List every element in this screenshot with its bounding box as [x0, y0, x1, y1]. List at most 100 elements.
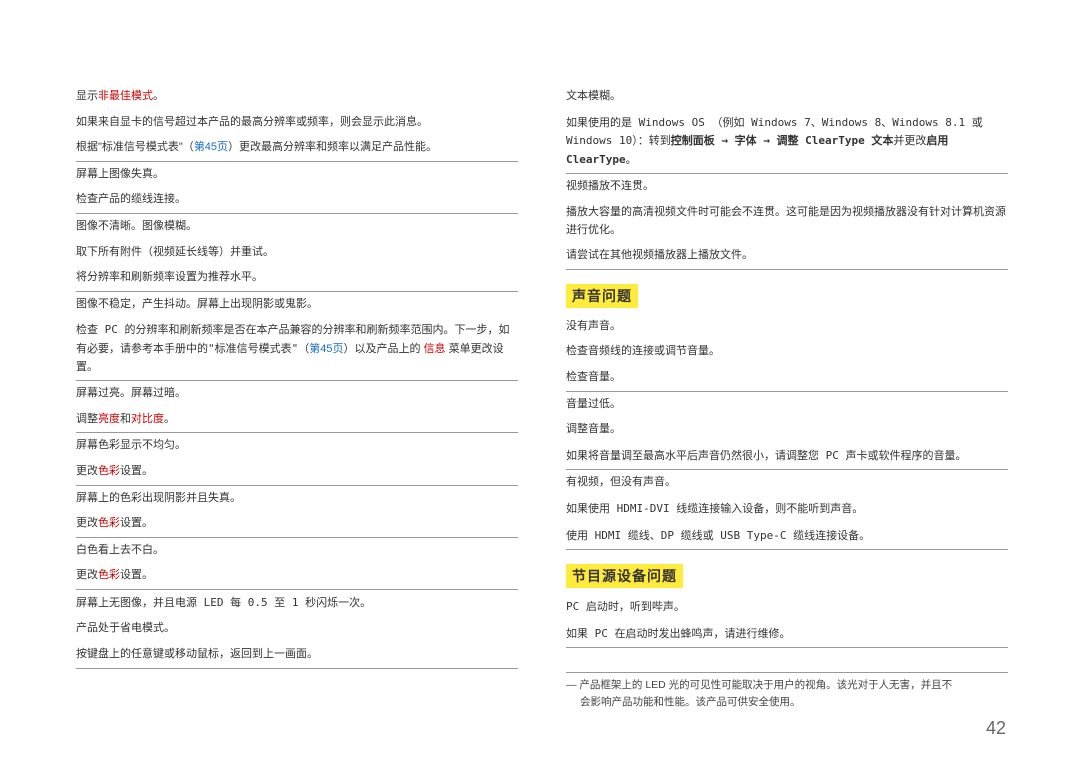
text-seg: 音量过低。	[566, 398, 621, 410]
text-seg: 白色看上去不白。	[76, 544, 164, 556]
text-seg: 视频播放不连贯。	[566, 180, 654, 192]
text-row: 播放大容量的高清视频文件时可能会不连贯。这可能是因为视频播放器没有针对计算机资源…	[566, 200, 1008, 243]
text-seg: 第45页	[194, 141, 228, 153]
text-row: 调整亮度和对比度。	[76, 407, 518, 434]
text-seg: 显示	[76, 90, 98, 102]
text-seg: 控制面板 → 字体 → 调整 ClearType 文本	[671, 134, 894, 147]
text-seg: ）以及产品上的	[344, 343, 424, 355]
text-row: 检查产品的缆线连接。	[76, 187, 518, 214]
text-seg: 屏幕色彩显示不均匀。	[76, 439, 186, 451]
left-column: 显示非最佳模式。如果来自显卡的信号超过本产品的最高分辨率或频率，则会显示此消息。…	[76, 84, 518, 711]
text-seg: 更改	[76, 517, 98, 529]
section-title-source: 节目源设备问题	[566, 564, 683, 588]
text-row: 屏幕上图像失真。	[76, 162, 518, 188]
text-row: 如果将音量调至最高水平后声音仍然很小，请调整您 PC 声卡或软件程序的音量。	[566, 443, 1008, 471]
text-seg: PC 启动时，听到哔声。	[566, 600, 685, 613]
text-seg: 更改	[76, 569, 98, 581]
text-row: 图像不清晰。图像模糊。	[76, 214, 518, 240]
text-seg: 调整音量。	[566, 423, 621, 435]
text-row: 有视频，但没有声音。	[566, 470, 1008, 496]
footnote: ― 产品框架上的 LED 光的可见性可能取决于用户的视角。该光对于人无害，并且不…	[566, 672, 1008, 711]
text-seg: 设置。	[120, 465, 153, 477]
text-row: 如果 PC 在启动时发出蜂鸣声，请进行维修。	[566, 621, 1008, 649]
text-row: 如果使用的是 Windows OS （例如 Windows 7、Windows …	[566, 110, 1008, 175]
text-seg: 如果使用 HDMI-DVI 线缆连接输入设备，则不能听到声音。	[566, 502, 863, 515]
text-row: 屏幕过亮。屏幕过暗。	[76, 381, 518, 407]
text-seg: 图像不清晰。图像模糊。	[76, 220, 197, 232]
text-seg: 按键盘上的任意键或移动鼠标，返回到上一画面。	[76, 648, 318, 660]
text-row: 音量过低。	[566, 392, 1008, 418]
text-seg: 屏幕上的色彩出现阴影并且失真。	[76, 492, 241, 504]
text-seg: 没有声音。	[566, 320, 621, 332]
text-seg: 色彩	[98, 517, 120, 529]
text-seg: 将分辨率和刷新频率设置为推荐水平。	[76, 271, 263, 283]
text-row: 如果来自显卡的信号超过本产品的最高分辨率或频率，则会显示此消息。	[76, 110, 518, 136]
text-seg: 。	[164, 413, 175, 425]
text-seg: 。	[153, 90, 164, 102]
text-row: 如果使用 HDMI-DVI 线缆连接输入设备，则不能听到声音。	[566, 496, 1008, 523]
text-seg: 产品处于省电模式。	[76, 622, 175, 634]
page-content: 显示非最佳模式。如果来自显卡的信号超过本产品的最高分辨率或频率，则会显示此消息。…	[0, 0, 1080, 741]
text-row: 更改色彩设置。	[76, 459, 518, 486]
text-row: 检查 PC 的分辨率和刷新频率是否在本产品兼容的分辨率和刷新频率范围内。下一步，…	[76, 317, 518, 381]
text-row: 请尝试在其他视频播放器上播放文件。	[566, 243, 1008, 270]
text-seg: 检查音量。	[566, 371, 621, 383]
text-row: 根据"标准信号模式表"（第45页）更改最高分辨率和频率以满足产品性能。	[76, 135, 518, 162]
text-row: 文本模糊。	[566, 84, 1008, 110]
text-seg: 设置。	[120, 569, 153, 581]
text-seg: 设置。	[120, 517, 153, 529]
text-seg: 屏幕上无图像，并且电源 LED 每 0.5 至 1 秒闪烁一次。	[76, 596, 371, 609]
text-seg: ）更改最高分辨率和频率以满足产品性能。	[228, 141, 437, 153]
text-row: 使用 HDMI 缆线、DP 缆线或 USB Type-C 缆线连接设备。	[566, 523, 1008, 551]
text-seg: 信息	[424, 343, 446, 355]
text-seg: 第45页	[309, 343, 343, 355]
footnote-line: ― 产品框架上的 LED 光的可见性可能取决于用户的视角。该光对于人无害，并且不	[566, 677, 1008, 694]
text-seg: 屏幕上图像失真。	[76, 168, 164, 180]
text-seg: 屏幕过亮。屏幕过暗。	[76, 387, 186, 399]
text-row: 显示非最佳模式。	[76, 84, 518, 110]
text-seg: 如果将音量调至最高水平后声音仍然很小，请调整您 PC 声卡或软件程序的音量。	[566, 449, 967, 462]
text-seg: 色彩	[98, 569, 120, 581]
text-seg: 检查音频线的连接或调节音量。	[566, 345, 720, 357]
text-row: 更改色彩设置。	[76, 563, 518, 590]
text-row: 没有声音。	[566, 314, 1008, 340]
text-seg: 取下所有附件（视频延长线等）并重试。	[76, 246, 274, 258]
text-seg: 播放大容量的高清视频文件时可能会不连贯。这可能是因为视频播放器没有针对计算机资源…	[566, 206, 1006, 236]
text-seg: 检查产品的缆线连接。	[76, 193, 186, 205]
text-row: PC 启动时，听到哔声。	[566, 594, 1008, 621]
text-seg: 并更改	[893, 135, 926, 147]
text-seg: 非最佳模式	[98, 90, 153, 102]
text-seg: 图像不稳定，产生抖动。屏幕上出现阴影或鬼影。	[76, 298, 318, 310]
text-row: 按键盘上的任意键或移动鼠标，返回到上一画面。	[76, 642, 518, 669]
text-row: 更改色彩设置。	[76, 511, 518, 538]
page-number: 42	[986, 718, 1006, 739]
text-seg: 文本模糊。	[566, 90, 621, 102]
text-row: 屏幕上无图像，并且电源 LED 每 0.5 至 1 秒闪烁一次。	[76, 590, 518, 617]
text-seg: 更改	[76, 465, 98, 477]
text-row: 图像不稳定，产生抖动。屏幕上出现阴影或鬼影。	[76, 292, 518, 318]
text-row: 检查音量。	[566, 365, 1008, 392]
right-column: 文本模糊。如果使用的是 Windows OS （例如 Windows 7、Win…	[566, 84, 1008, 711]
text-seg: 和	[120, 413, 131, 425]
text-row: 取下所有附件（视频延长线等）并重试。	[76, 240, 518, 266]
text-row: 将分辨率和刷新频率设置为推荐水平。	[76, 265, 518, 292]
text-seg: 调整	[76, 413, 98, 425]
text-seg: 对比度	[131, 413, 164, 425]
text-seg: 色彩	[98, 465, 120, 477]
text-row: 屏幕上的色彩出现阴影并且失真。	[76, 486, 518, 512]
text-seg: 请尝试在其他视频播放器上播放文件。	[566, 249, 753, 261]
text-seg: 使用 HDMI 缆线、DP 缆线或 USB Type-C 缆线连接设备。	[566, 529, 870, 542]
text-row: 产品处于省电模式。	[76, 616, 518, 642]
text-seg: 。	[626, 154, 637, 166]
text-row: 屏幕色彩显示不均匀。	[76, 433, 518, 459]
footnote-line: 会影响产品功能和性能。该产品可供安全使用。	[566, 694, 1008, 711]
text-seg: 根据"标准信号模式表"（	[76, 141, 194, 153]
section-title-sound: 声音问题	[566, 284, 638, 308]
text-row: 调整音量。	[566, 417, 1008, 443]
text-row: 白色看上去不白。	[76, 538, 518, 564]
text-seg: 亮度	[98, 413, 120, 425]
text-seg: 如果 PC 在启动时发出蜂鸣声，请进行维修。	[566, 627, 791, 640]
text-seg: 有视频，但没有声音。	[566, 476, 676, 488]
text-row: 检查音频线的连接或调节音量。	[566, 339, 1008, 365]
text-row: 视频播放不连贯。	[566, 174, 1008, 200]
